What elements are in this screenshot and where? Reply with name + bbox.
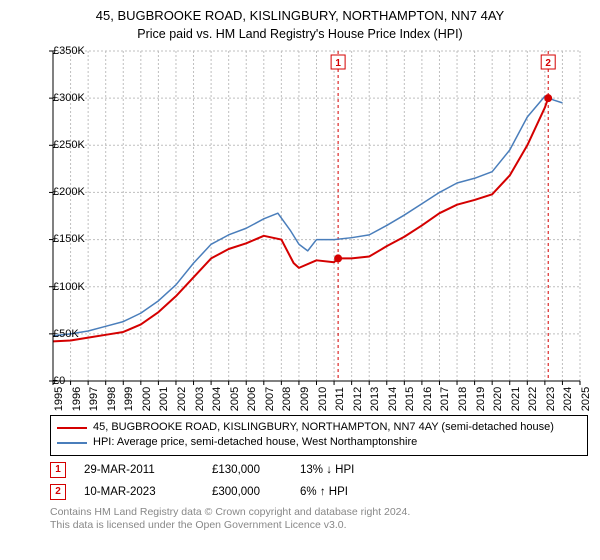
x-tick-label: 2017 [439,387,451,411]
event-date: 29-MAR-2011 [84,464,194,476]
event-row: 2 10-MAR-2023 £300,000 6% ↑ HPI [50,484,588,500]
svg-text:1: 1 [335,58,341,69]
footer: Contains HM Land Registry data © Crown c… [50,506,588,533]
x-tick-label: 2009 [299,387,311,411]
legend-swatch-2 [57,442,87,444]
title-sub: Price paid vs. HM Land Registry's House … [10,27,590,41]
x-tick-label: 1995 [53,387,65,411]
x-tick-label: 2021 [510,387,522,411]
x-tick-label: 2007 [264,387,276,411]
x-tick-label: 2020 [492,387,504,411]
x-tick-label: 2000 [141,387,153,411]
title-main: 45, BUGBROOKE ROAD, KISLINGBURY, NORTHAM… [10,8,590,25]
event-price: £300,000 [212,486,282,498]
footer-line-2: This data is licensed under the Open Gov… [50,519,588,533]
x-tick-label: 2003 [194,387,206,411]
legend-swatch-1 [57,427,87,429]
x-tick-label: 2019 [475,387,487,411]
x-tick-label: 2025 [580,387,592,411]
event-marker: 2 [50,484,66,500]
x-tick-label: 2010 [317,387,329,411]
legend-row-2: HPI: Average price, semi-detached house,… [57,435,581,450]
event-price: £130,000 [212,464,282,476]
event-delta: 6% ↑ HPI [300,486,390,498]
x-tick-label: 2004 [211,387,223,411]
x-tick-label: 2008 [281,387,293,411]
x-tick-label: 1997 [88,387,100,411]
x-tick-label: 2002 [176,387,188,411]
x-tick-label: 1998 [106,387,118,411]
x-tick-label: 2023 [545,387,557,411]
legend-row-1: 45, BUGBROOKE ROAD, KISLINGBURY, NORTHAM… [57,420,581,435]
x-tick-label: 2005 [229,387,241,411]
x-tick-label: 1996 [71,387,83,411]
footer-line-1: Contains HM Land Registry data © Crown c… [50,506,588,520]
chart-area: 12 £0£50K£100K£150K£200K£250K£300K£350K … [13,47,588,409]
x-tick-label: 2022 [527,387,539,411]
x-tick-label: 2016 [422,387,434,411]
event-delta: 13% ↓ HPI [300,464,390,476]
x-tick-label: 2012 [352,387,364,411]
x-tick-label: 2024 [562,387,574,411]
legend: 45, BUGBROOKE ROAD, KISLINGBURY, NORTHAM… [50,415,588,456]
x-tick-label: 2006 [246,387,258,411]
x-tick-label: 2014 [387,387,399,411]
chart-svg: 12 [13,47,588,409]
event-table: 1 29-MAR-2011 £130,000 13% ↓ HPI 2 10-MAR-202… [50,462,588,500]
svg-text:2: 2 [545,58,551,69]
x-tick-label: 2013 [369,387,381,411]
legend-text-1: 45, BUGBROOKE ROAD, KISLINGBURY, NORTHAM… [93,420,554,435]
x-tick-label: 2011 [334,387,346,411]
event-row: 1 29-MAR-2011 £130,000 13% ↓ HPI [50,462,588,478]
legend-text-2: HPI: Average price, semi-detached house,… [93,435,417,450]
event-marker: 1 [50,462,66,478]
chart-container: 45, BUGBROOKE ROAD, KISLINGBURY, NORTHAM… [0,0,600,560]
event-date: 10-MAR-2023 [84,486,194,498]
x-tick-label: 2015 [404,387,416,411]
x-tick-label: 1999 [123,387,135,411]
x-tick-label: 2018 [457,387,469,411]
x-tick-label: 2001 [158,387,170,411]
